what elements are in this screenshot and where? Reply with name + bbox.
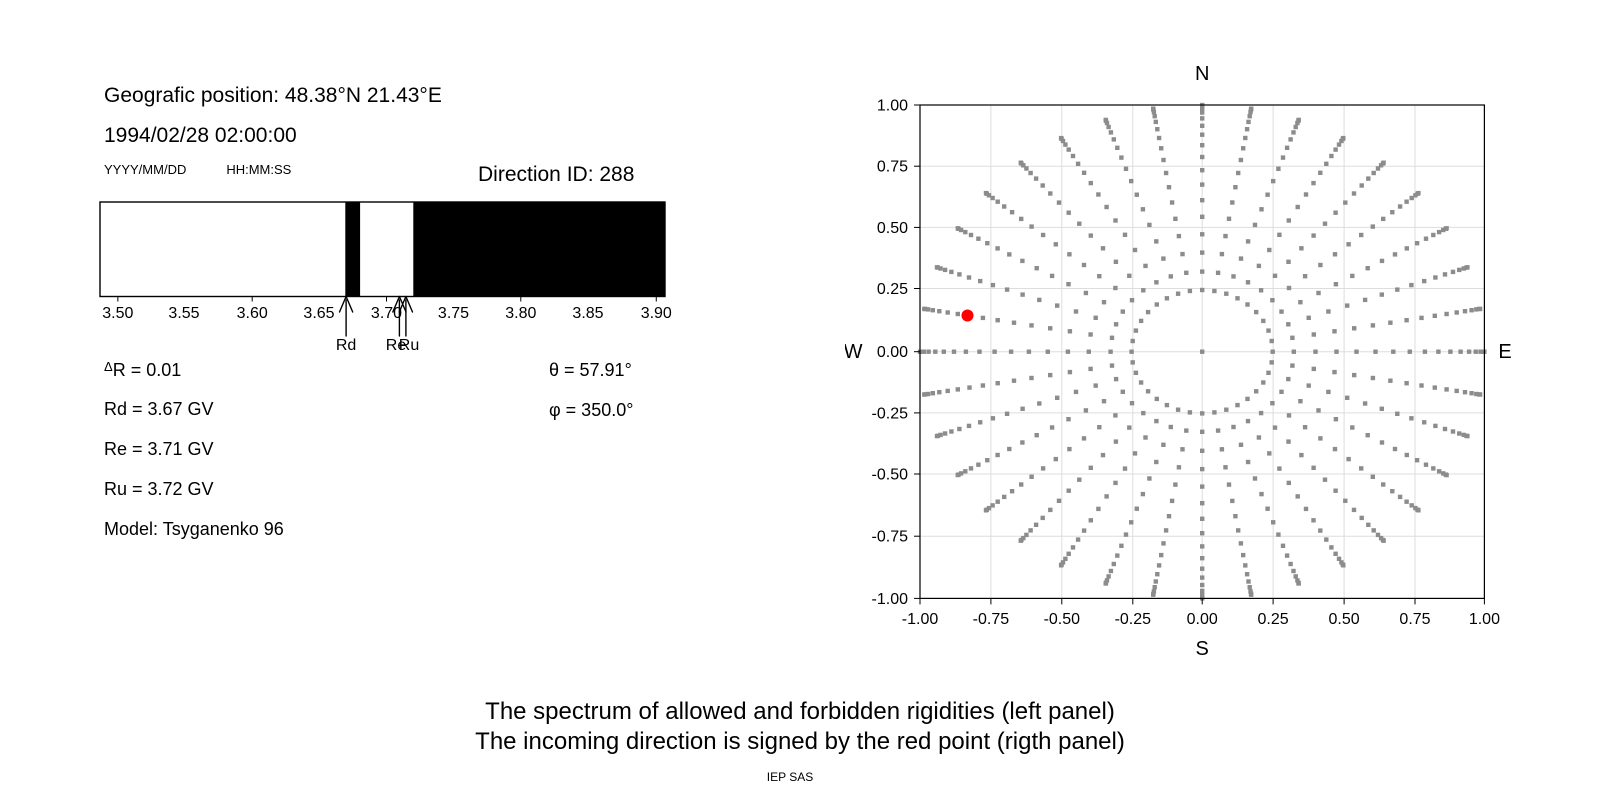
svg-text:S: S	[1196, 638, 1209, 660]
svg-text:-0.50: -0.50	[872, 467, 909, 484]
svg-text:3.90: 3.90	[641, 305, 672, 322]
svg-text:0.25: 0.25	[877, 281, 908, 298]
svg-text:0.75: 0.75	[1399, 611, 1430, 628]
svg-text:Ru: Ru	[399, 337, 419, 354]
svg-text:-0.75: -0.75	[872, 529, 909, 546]
svg-text:-1.00: -1.00	[902, 611, 939, 628]
svg-text:0.00: 0.00	[877, 344, 908, 361]
svg-text:3.65: 3.65	[303, 305, 334, 322]
svg-text:-0.50: -0.50	[1044, 611, 1081, 628]
svg-text:3.55: 3.55	[168, 305, 199, 322]
svg-text:3.50: 3.50	[102, 305, 133, 322]
svg-text:-0.25: -0.25	[872, 405, 909, 422]
svg-text:W: W	[845, 341, 863, 363]
svg-text:3.85: 3.85	[572, 305, 603, 322]
svg-text:E: E	[1498, 341, 1511, 363]
svg-text:-1.00: -1.00	[872, 591, 909, 608]
svg-text:0.50: 0.50	[877, 220, 908, 237]
svg-text:3.75: 3.75	[438, 305, 469, 322]
svg-text:Rd: Rd	[336, 337, 356, 354]
svg-text:1.00: 1.00	[877, 98, 908, 115]
svg-text:-0.25: -0.25	[1115, 611, 1152, 628]
svg-text:0.25: 0.25	[1258, 611, 1289, 628]
svg-text:3.70: 3.70	[371, 305, 402, 322]
svg-text:3.80: 3.80	[505, 305, 536, 322]
svg-text:0.75: 0.75	[877, 159, 908, 176]
svg-text:3.60: 3.60	[237, 305, 268, 322]
svg-text:0.50: 0.50	[1329, 611, 1360, 628]
svg-text:N: N	[1195, 63, 1209, 85]
svg-text:-0.75: -0.75	[973, 611, 1010, 628]
svg-text:0.00: 0.00	[1187, 611, 1218, 628]
svg-text:1.00: 1.00	[1469, 611, 1500, 628]
